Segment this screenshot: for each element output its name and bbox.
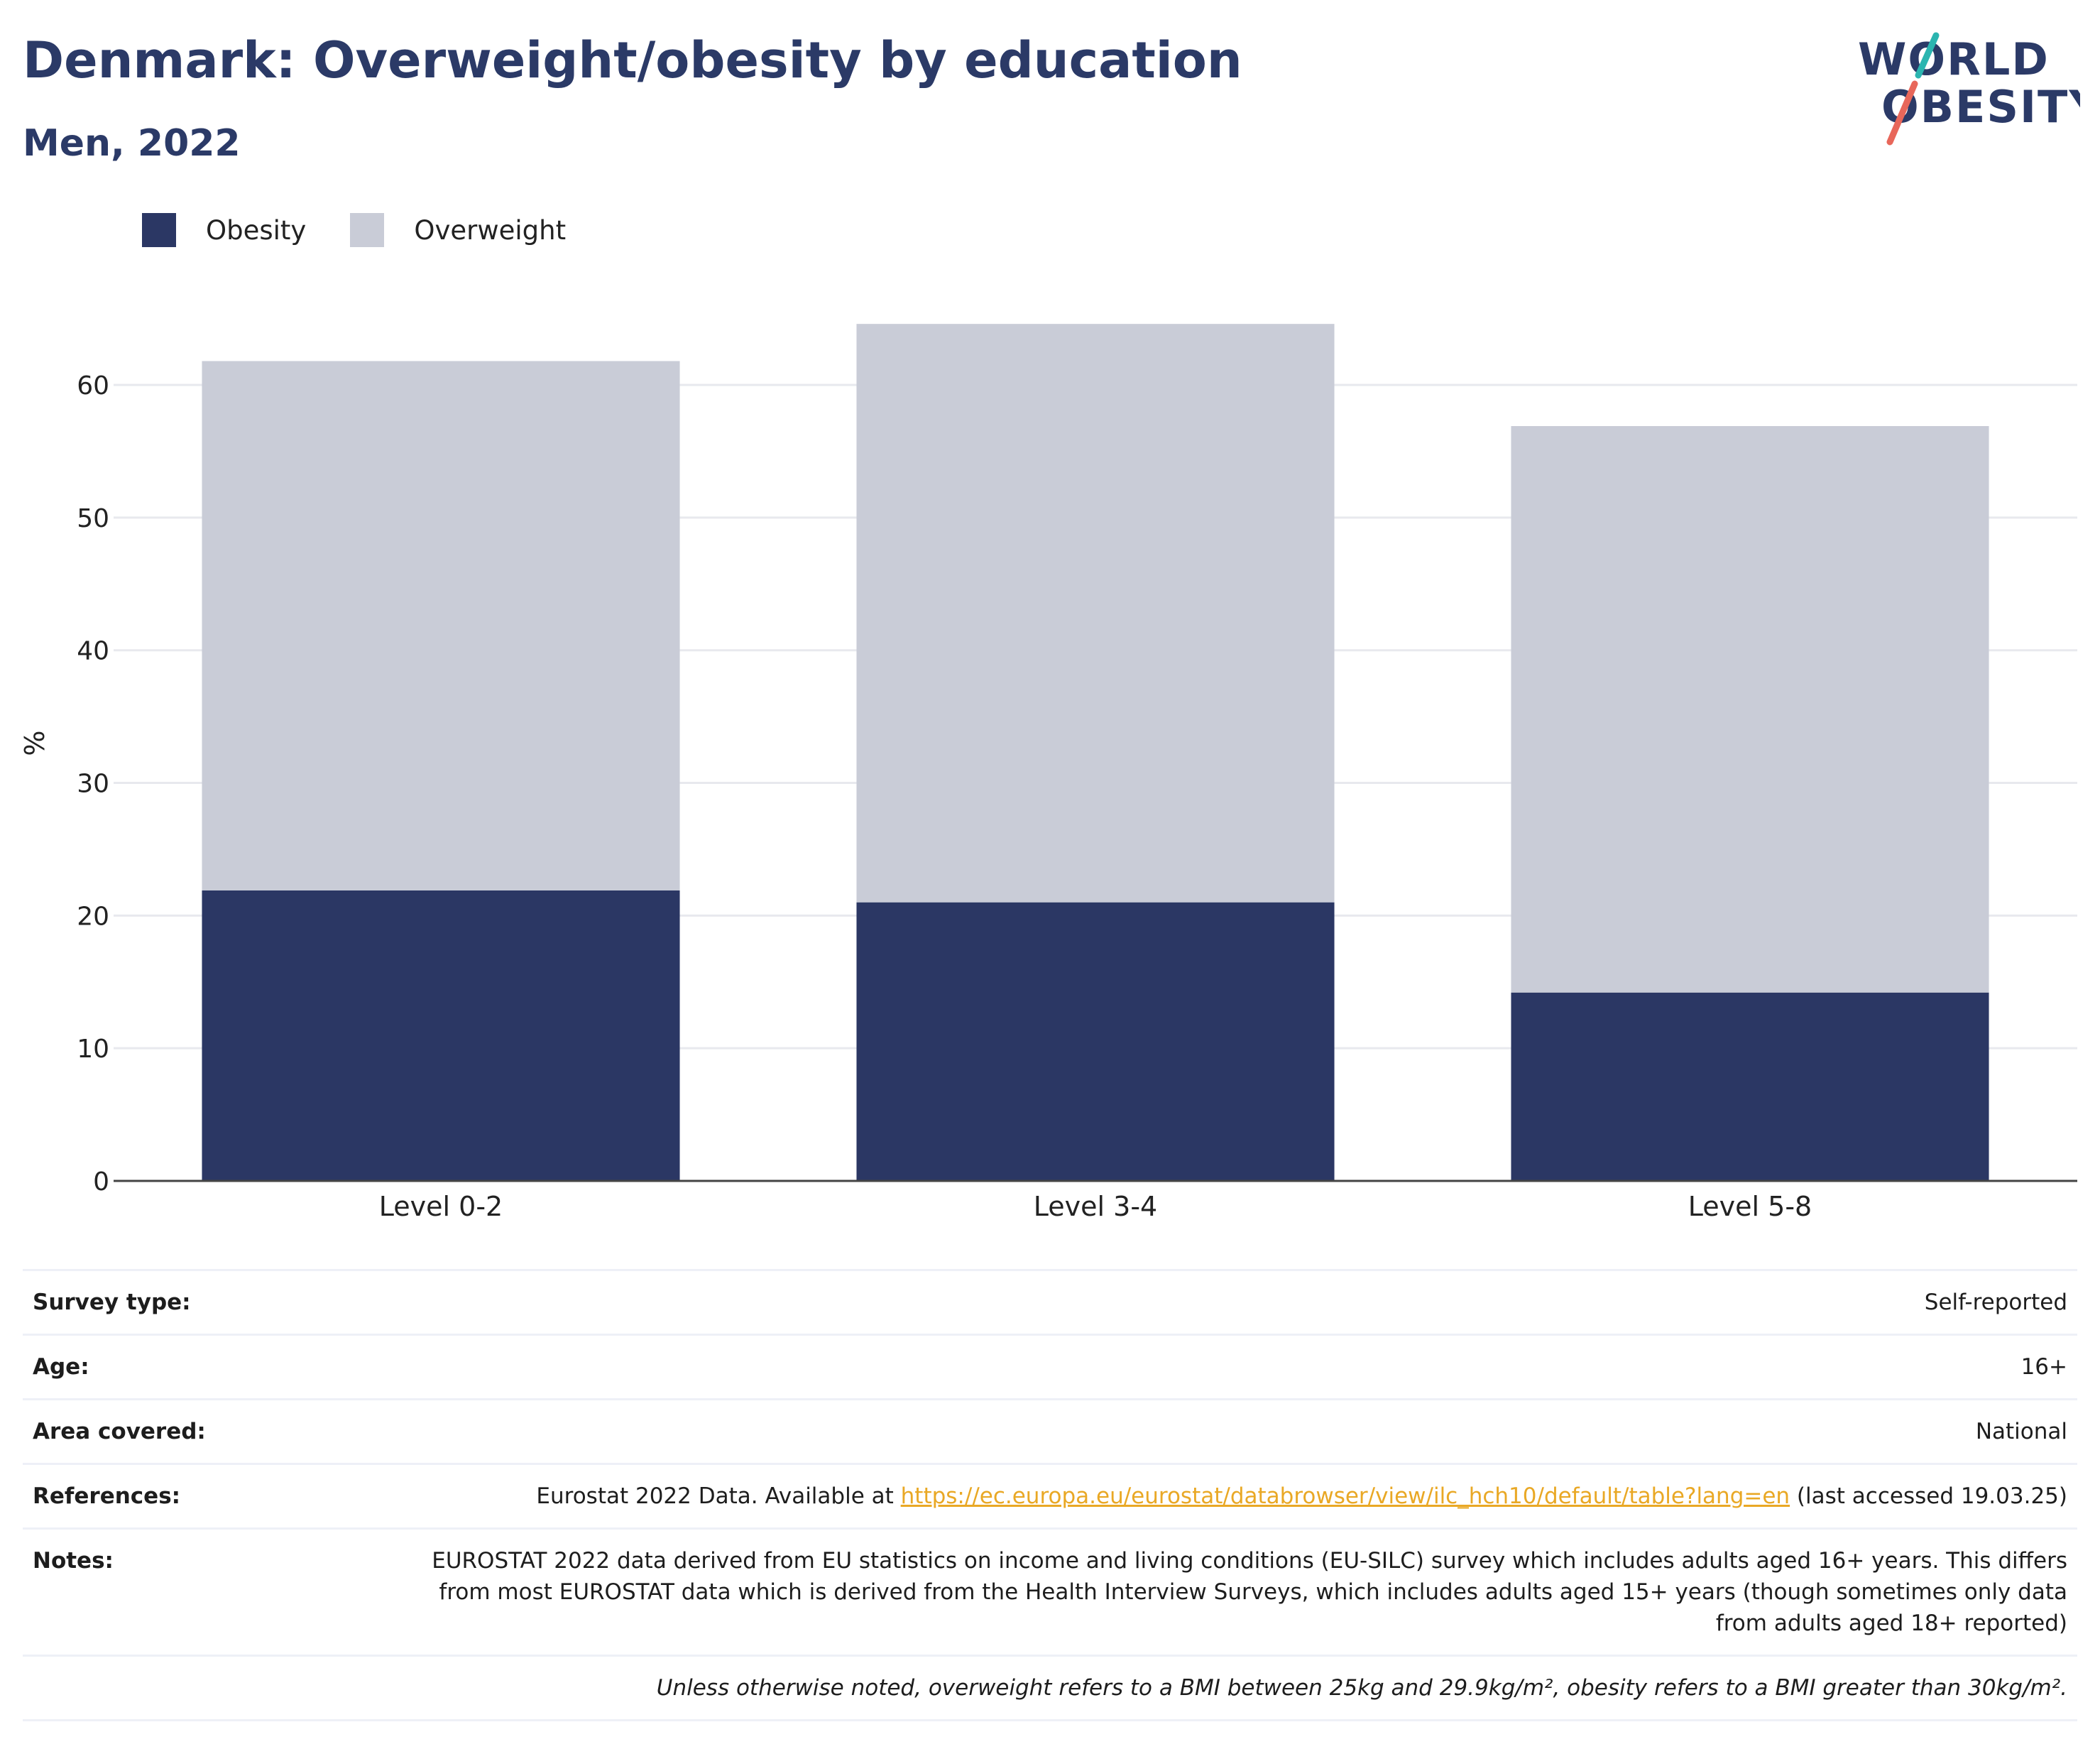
y-tick-label: 60 [77, 371, 109, 401]
bar-overweight-2[interactable] [856, 324, 1335, 903]
y-tick-label: 40 [77, 637, 109, 666]
logo-line1: WORLD [1858, 33, 2050, 85]
info-row-survey-type: Survey type: Self-reported [23, 1268, 2077, 1335]
info-row-disclaimer: Unless otherwise noted, overweight refer… [23, 1655, 2077, 1722]
survey-type-value: Self-reported [412, 1268, 2077, 1335]
bmi-disclaimer: Unless otherwise noted, overweight refer… [23, 1655, 2077, 1722]
survey-type-label: Survey type: [23, 1268, 412, 1335]
references-prefix: Eurostat 2022 Data. Available at [536, 1483, 901, 1510]
y-tick-label: 50 [77, 504, 109, 533]
info-row-age: Age: 16+ [23, 1334, 2077, 1400]
chart-title: Denmark: Overweight/obesity by education [23, 31, 1242, 89]
legend-label-overweight: Overweight [414, 214, 567, 246]
y-tick-label: 30 [77, 770, 109, 799]
y-tick-label: 20 [77, 902, 109, 931]
area-value: National [412, 1398, 2077, 1464]
legend-label-obesity: Obesity [206, 214, 307, 246]
references-value: Eurostat 2022 Data. Available at https:/… [412, 1463, 2077, 1529]
chart-subtitle: Men, 2022 [23, 122, 241, 165]
notes-label: Notes: [23, 1527, 412, 1656]
age-label: Age: [23, 1334, 412, 1400]
y-tick-label: 10 [77, 1035, 109, 1064]
x-tick-label: Level 0-2 [379, 1191, 503, 1222]
bar-obesity-1[interactable] [202, 890, 680, 1181]
bar-obesity-3[interactable] [1511, 992, 1989, 1181]
references-suffix: (last accessed 19.03.25) [1790, 1483, 2067, 1510]
legend-item-overweight[interactable]: Overweight [350, 213, 566, 247]
metadata-table: Survey type: Self-reported Age: 16+ Area… [23, 1268, 2077, 1722]
logo-slash-red [1886, 80, 1918, 146]
references-link[interactable]: https://ec.europa.eu/eurostat/databrowse… [900, 1483, 1790, 1510]
world-obesity-logo: WORLD OBESITY [1858, 32, 2080, 146]
info-row-notes: Notes: EUROSTAT 2022 data derived from E… [23, 1527, 2077, 1656]
x-tick-label: Level 5-8 [1688, 1191, 1812, 1222]
y-axis-title: % [19, 730, 50, 756]
legend-swatch-overweight [350, 213, 385, 247]
references-label: References: [23, 1463, 412, 1529]
bar-overweight-1[interactable] [202, 361, 680, 890]
logo-slash-teal [1915, 32, 1940, 79]
info-row-area: Area covered: National [23, 1398, 2077, 1464]
info-row-references: References: Eurostat 2022 Data. Availabl… [23, 1463, 2077, 1529]
legend-swatch-obesity [142, 213, 176, 247]
legend-item-obesity[interactable]: Obesity [142, 213, 306, 247]
bar-overweight-3[interactable] [1511, 426, 1989, 993]
y-tick-label: 0 [93, 1167, 109, 1197]
chart-legend: Obesity Overweight [142, 212, 610, 249]
x-tick-label: Level 3-4 [1034, 1191, 1157, 1222]
area-label: Area covered: [23, 1398, 412, 1464]
bar-obesity-2[interactable] [856, 902, 1335, 1181]
notes-value: EUROSTAT 2022 data derived from EU stati… [412, 1527, 2077, 1656]
stacked-bar-chart: 0 10 20 30 40 50 60% Level 0-2 Level 3-4 Level 5-… [19, 324, 2077, 1222]
age-value: 16+ [412, 1334, 2077, 1400]
